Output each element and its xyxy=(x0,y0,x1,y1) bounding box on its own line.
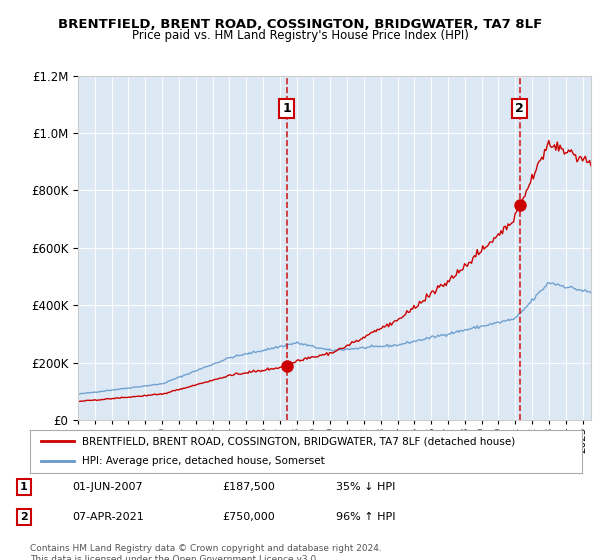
Text: 1: 1 xyxy=(283,102,291,115)
Text: Price paid vs. HM Land Registry's House Price Index (HPI): Price paid vs. HM Land Registry's House … xyxy=(131,29,469,42)
Text: 35% ↓ HPI: 35% ↓ HPI xyxy=(336,482,395,492)
Text: HPI: Average price, detached house, Somerset: HPI: Average price, detached house, Some… xyxy=(82,456,325,466)
Text: £750,000: £750,000 xyxy=(222,512,275,522)
Text: 1: 1 xyxy=(20,482,28,492)
Text: 2: 2 xyxy=(515,102,524,115)
Text: 2: 2 xyxy=(20,512,28,522)
Text: 96% ↑ HPI: 96% ↑ HPI xyxy=(336,512,395,522)
Text: £187,500: £187,500 xyxy=(222,482,275,492)
Text: 07-APR-2021: 07-APR-2021 xyxy=(72,512,144,522)
Text: BRENTFIELD, BRENT ROAD, COSSINGTON, BRIDGWATER, TA7 8LF (detached house): BRENTFIELD, BRENT ROAD, COSSINGTON, BRID… xyxy=(82,436,515,446)
Text: Contains HM Land Registry data © Crown copyright and database right 2024.
This d: Contains HM Land Registry data © Crown c… xyxy=(30,544,382,560)
Text: 01-JUN-2007: 01-JUN-2007 xyxy=(72,482,143,492)
Text: BRENTFIELD, BRENT ROAD, COSSINGTON, BRIDGWATER, TA7 8LF: BRENTFIELD, BRENT ROAD, COSSINGTON, BRID… xyxy=(58,18,542,31)
